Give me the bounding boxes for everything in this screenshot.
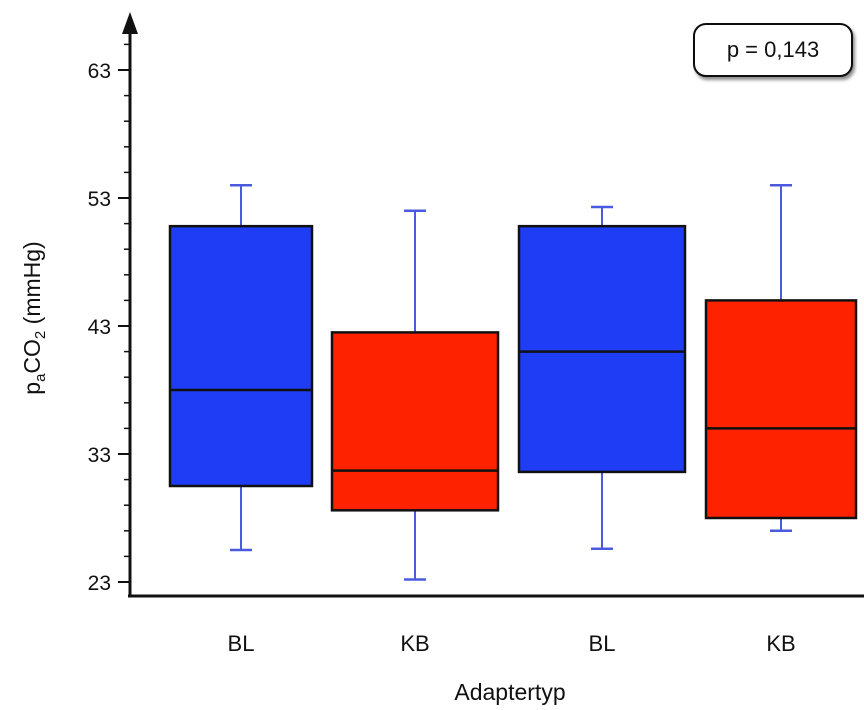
box-3-bl [517,205,687,550]
x-axis-title: Adaptertyp [454,679,565,705]
y-axis-arrow [122,12,138,34]
box-1-bl [168,183,314,552]
category-label-4: KB [766,631,795,656]
p-value-annotation: p = 0,143 [693,23,853,77]
y-axis-title-prefix: p [19,382,45,395]
y-axis-title: paCO2 (mmHg) [19,241,49,394]
y-tick-label: 23 [88,572,111,595]
iqr-box [330,331,500,512]
y-major-ticks: 23 33 43 53 63 [88,60,130,595]
category-label-2: KB [400,631,429,656]
y-tick-label: 53 [88,188,111,211]
iqr-box [517,224,687,474]
y-axis-title-main-sub: 2 [32,331,49,339]
y-axis-title-prefix-sub: a [32,373,49,382]
y-tick-label: 43 [88,316,111,339]
p-value-text: p = 0,143 [727,37,819,62]
box-2-kb [330,209,500,581]
y-tick-label: 33 [88,444,111,467]
category-label-3: BL [589,631,616,656]
y-axis-title-main: CO [19,339,45,374]
y-axis-title-unit: (mmHg) [19,241,45,330]
y-tick-label: 63 [88,60,111,83]
iqr-box [168,224,314,488]
category-label-1: BL [228,631,255,656]
category-labels: BL KB BL KB [228,631,796,656]
box-4-kb [704,183,858,533]
iqr-box [704,299,858,520]
p-value-box [693,23,853,77]
boxes [168,183,858,581]
